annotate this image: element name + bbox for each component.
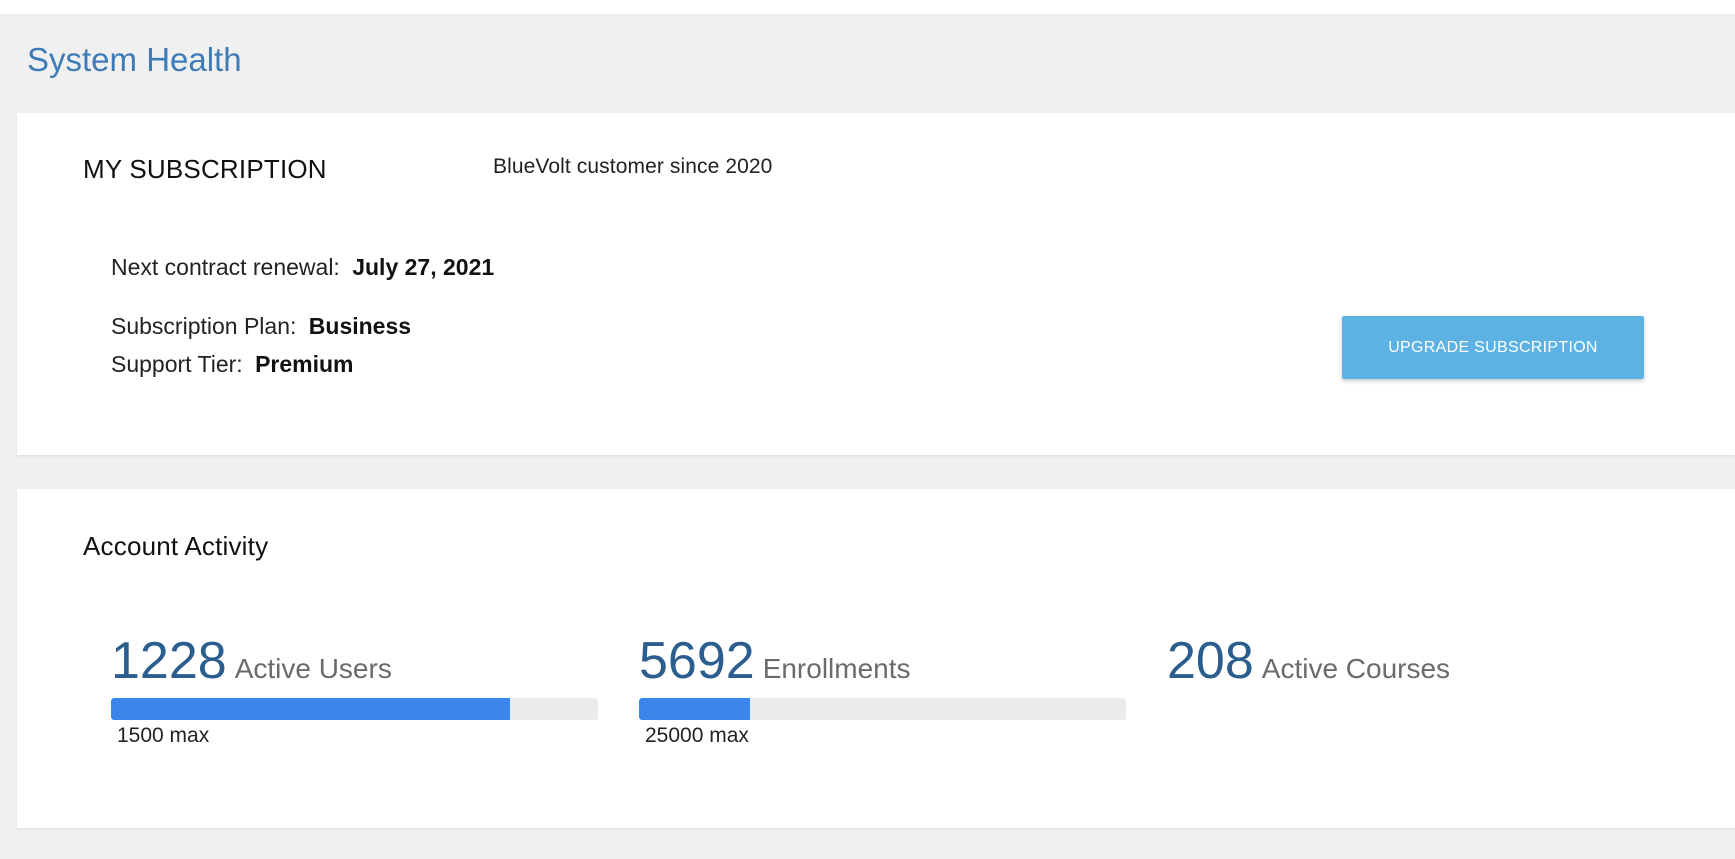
active-courses-count: 208: [1167, 632, 1254, 690]
page-title: System Health: [27, 41, 242, 78]
enrollments-count: 5692: [639, 632, 755, 690]
active-courses-label: Active Courses: [1261, 653, 1451, 684]
active-users-progress-bar: [111, 698, 598, 720]
active-users-metric: 1228 Active Users: [111, 631, 392, 691]
customer-since-text: BlueVolt customer since 2020: [493, 155, 773, 178]
active-users-label: Active Users: [234, 653, 392, 684]
enrollments-label: Enrollments: [762, 653, 911, 684]
active-users-max-label: 1500 max: [117, 724, 210, 747]
enrollments-progress-fill: [639, 698, 751, 720]
enrollments-max-label: 25000 max: [645, 724, 749, 747]
account-activity-card: Account Activity 1228 Active Users 1500 m…: [17, 489, 1735, 828]
renewal-date: July 27, 2021: [352, 254, 495, 280]
enrollments-progress-bar: [639, 698, 1126, 720]
plan-row: Subscription Plan: Business: [111, 313, 411, 340]
plan-label: Subscription Plan:: [111, 313, 297, 339]
enrollments-metric: 5692 Enrollments: [639, 631, 911, 691]
top-strip: [0, 0, 1735, 14]
subscription-heading: MY SUBSCRIPTION: [83, 154, 327, 184]
plan-value: Business: [308, 313, 412, 339]
activity-heading: Account Activity: [83, 531, 269, 561]
renewal-label: Next contract renewal:: [111, 254, 340, 280]
active-courses-metric: 208 Active Courses: [1167, 631, 1450, 691]
subscription-card: MY SUBSCRIPTION BlueVolt customer since …: [17, 113, 1735, 455]
upgrade-subscription-button[interactable]: UPGRADE SUBSCRIPTION: [1342, 316, 1644, 379]
renewal-row: Next contract renewal: July 27, 2021: [111, 254, 494, 281]
support-tier-value: Premium: [255, 351, 354, 377]
active-users-count: 1228: [111, 632, 227, 690]
support-tier-label: Support Tier:: [111, 351, 243, 377]
support-tier-row: Support Tier: Premium: [111, 351, 354, 378]
active-users-progress-fill: [111, 698, 510, 720]
